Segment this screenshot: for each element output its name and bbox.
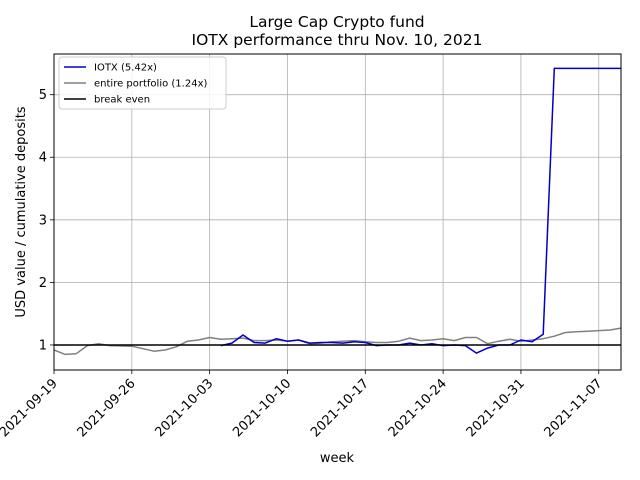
legend: IOTX (5.42x) entire portfolio (1.24x) brea…: [58, 56, 227, 110]
series-line-entire-portfolio-1-24x: [54, 327, 621, 356]
x-tick-label: 2021-10-10: [230, 376, 294, 440]
y-tick-label: 4: [39, 151, 47, 166]
legend-box: [58, 56, 227, 110]
chart-subtitle: IOTX performance thru Nov. 10, 2021: [192, 31, 483, 49]
x-tick-label: 2021-10-31: [464, 376, 528, 440]
legend-label: break even: [94, 95, 150, 106]
x-tick-label: 2021-09-26: [75, 376, 139, 440]
x-axis: 2021-09-19 2021-09-26 2021-10-03 2021-10-10…: [0, 370, 606, 440]
y-tick-label: 3: [39, 213, 47, 228]
series-layer: [54, 67, 621, 356]
x-tick-label: 2021-10-03: [152, 376, 216, 440]
y-tick-label: 5: [39, 88, 47, 103]
legend-label: entire portfolio (1.24x): [94, 79, 207, 90]
x-tick-label: 2021-10-24: [386, 376, 450, 440]
x-tick-label: 2021-09-19: [0, 376, 61, 440]
x-tick-label: 2021-11-07: [542, 376, 606, 440]
y-axis-label: USD value / cumulative deposits: [14, 106, 29, 317]
y-axis: 1 2 3 4 5: [39, 88, 54, 353]
x-tick-label: 2021-10-17: [308, 376, 372, 440]
chart-title: Large Cap Crypto fund: [249, 13, 424, 31]
legend-label: IOTX (5.42x): [94, 63, 157, 74]
plot-frame: [53, 53, 622, 371]
series-line-iotx-5-42x: [220, 67, 621, 354]
x-axis-label: week: [320, 451, 355, 466]
y-tick-label: 2: [39, 276, 47, 291]
y-tick-label: 1: [39, 338, 47, 353]
